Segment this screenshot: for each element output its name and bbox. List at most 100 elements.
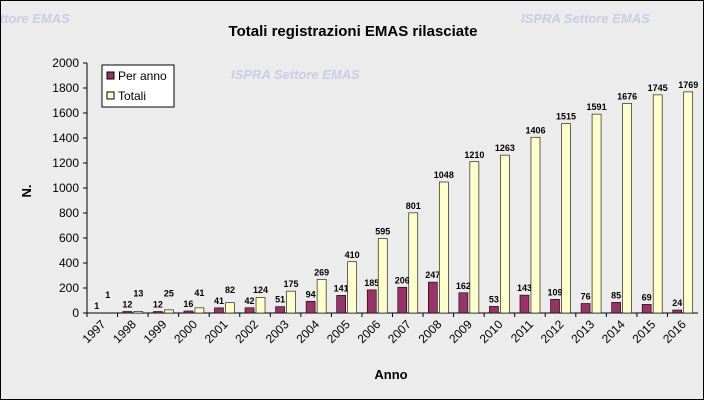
x-tick-label: 2002 [232,317,261,346]
x-axis-label: Anno [374,367,407,382]
y-axis-label: N. [19,185,34,198]
y-tick-label: 1400 [52,131,79,145]
bar-totali [469,161,480,314]
x-tick-label: 2004 [293,317,322,346]
x-tick-label: 2006 [355,317,384,346]
bar-per-anno [672,309,683,314]
y-tick-label: 1800 [52,81,79,95]
data-label: 143 [517,283,532,293]
bar-per-anno [641,304,652,314]
bar-totali [133,311,144,314]
bar-totali [194,307,205,314]
legend-swatch [106,71,115,80]
y-tick-label: 2000 [52,56,79,70]
data-label: 124 [253,285,268,295]
bar-totali [255,297,266,314]
data-label: 410 [345,250,360,260]
data-label: 41 [194,288,204,298]
y-tick-label: 200 [59,281,79,295]
x-tick-label: 1999 [141,317,170,346]
data-label: 12 [153,300,163,310]
x-tick-label: 2013 [568,317,597,346]
bar-per-anno [580,303,591,314]
legend-swatch [106,91,115,100]
watermark: ISPRA Settore EMAS [1,11,70,26]
bar-per-anno [183,310,194,314]
bar-per-anno [153,311,163,314]
bar-totali [225,302,235,314]
data-label: 1769 [678,80,698,90]
x-tick-label: 2015 [630,317,659,346]
data-label: 1263 [495,143,515,153]
bar-totali [652,94,663,314]
bar-per-anno [122,311,133,314]
bar-totali [164,309,174,314]
data-label: 595 [375,227,390,237]
data-label: 1048 [434,170,454,180]
y-tick-label: 600 [59,231,79,245]
data-label: 53 [489,294,499,304]
data-label: 16 [183,299,193,309]
bar-totali [347,261,357,314]
data-label: 76 [581,292,591,302]
y-tick-label: 1200 [52,156,79,170]
data-label: 1591 [587,102,607,112]
y-tick-label: 1600 [52,106,79,120]
bar-totali [408,212,419,314]
data-label: 51 [275,295,285,305]
bar-per-anno [305,300,316,314]
legend-label: Totali [118,89,146,103]
bar-totali [591,113,602,314]
data-label: 185 [364,278,379,288]
bar-per-anno [336,295,346,314]
data-label: 69 [642,292,652,302]
x-tick-label: 2010 [477,317,506,346]
bar-totali [316,279,327,314]
bar-per-anno [275,306,285,314]
x-tick-label: 2003 [263,317,292,346]
data-label: 801 [406,201,421,211]
bar-totali [439,181,449,314]
data-label: 94 [306,289,316,299]
bar-totali [683,91,694,314]
y-tick-label: 400 [59,256,79,270]
y-tick-label: 0 [72,306,79,320]
data-label: 82 [225,285,235,295]
bar-per-anno [366,289,377,314]
legend-label: Per anno [118,69,167,83]
x-tick-label: 2008 [416,317,445,346]
data-label: 13 [133,289,143,299]
bar-totali [286,290,296,314]
bar-per-anno [489,306,499,314]
x-tick-label: 2007 [385,317,414,346]
bar-totali [377,238,388,314]
x-tick-label: 2016 [660,317,689,346]
bar-per-anno [244,307,255,314]
bar-per-anno [611,302,621,314]
bar-totali [622,103,632,314]
data-label: 42 [245,296,255,306]
data-label: 1210 [464,150,484,160]
bar-per-anno [428,281,438,314]
x-tick-label: 1997 [80,317,109,346]
x-tick-label: 2000 [171,317,200,346]
bar-per-anno [519,294,530,314]
bar-totali [500,154,510,314]
data-label: 162 [456,281,471,291]
x-tick-label: 2011 [508,317,536,345]
data-label: 269 [314,267,329,277]
data-label: 141 [334,283,349,293]
bar-per-anno [397,286,408,314]
chart-title: Totali registrazioni EMAS rilasciate [229,23,478,40]
data-label: 24 [672,298,682,308]
x-tick-label: 2005 [324,317,353,346]
data-label: 175 [284,279,299,289]
bar-totali [530,136,541,314]
data-label: 1406 [525,125,545,135]
x-tick-label: 2009 [446,317,475,346]
bar-per-anno [458,292,469,314]
data-label: 1745 [648,83,668,93]
y-tick-label: 1000 [52,181,79,195]
